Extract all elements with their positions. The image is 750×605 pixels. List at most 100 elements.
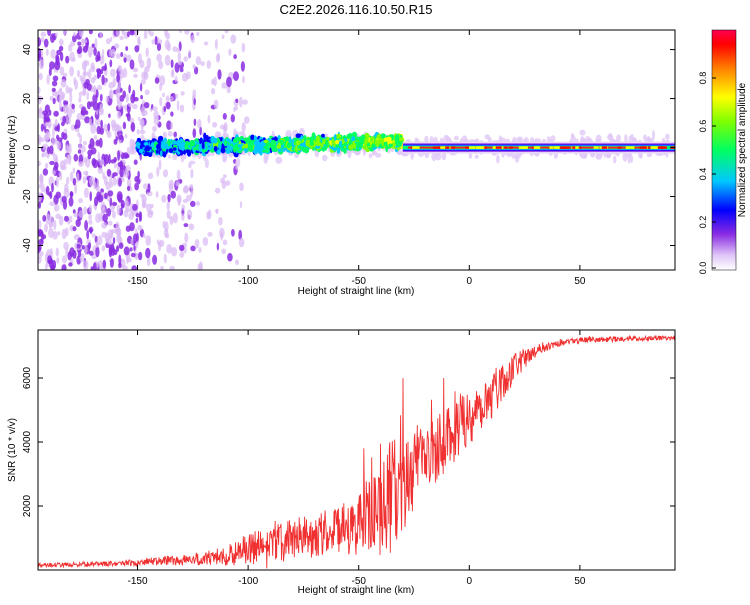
noise-blob [130, 252, 136, 258]
signal-blob [331, 145, 337, 151]
noise-blob [42, 215, 47, 222]
noise-blob [51, 182, 54, 193]
noise-blob [176, 169, 181, 181]
noise-blob [221, 34, 225, 40]
signal-blob [224, 141, 228, 146]
noise-blob [152, 125, 157, 132]
noise-blob [152, 254, 158, 265]
noise-blob [72, 57, 76, 62]
noise-blob [88, 68, 92, 80]
noise-blob [119, 167, 124, 178]
noise-blob [65, 144, 70, 154]
carrier-segment [556, 146, 559, 149]
halo-blob [643, 134, 647, 142]
carrier-segment [625, 146, 629, 149]
noise-blob [62, 255, 67, 264]
halo-blob [496, 154, 500, 164]
carrier-segment [412, 146, 420, 149]
signal-blob [333, 141, 336, 148]
noise-blob [57, 231, 61, 236]
noise-blob [78, 97, 82, 103]
noise-blob [125, 93, 129, 103]
noise-blob [213, 99, 219, 110]
noise-blob [96, 50, 101, 62]
signal-blob [156, 143, 161, 150]
signal-blob [276, 144, 282, 149]
noise-blob [195, 56, 202, 66]
noise-blob [88, 219, 93, 225]
signal-blob [359, 144, 363, 148]
noise-blob [179, 244, 185, 252]
noise-blob [52, 75, 59, 82]
noise-blob [192, 128, 197, 139]
noise-blob [207, 114, 211, 124]
noise-blob [146, 191, 153, 197]
noise-blob [207, 231, 213, 237]
noise-blob [45, 262, 48, 270]
noise-blob [165, 101, 171, 110]
noise-blob [99, 159, 105, 167]
noise-blob [146, 203, 152, 213]
carrier-segment [627, 146, 635, 149]
noise-blob [82, 176, 87, 184]
noise-blob [38, 201, 41, 209]
noise-blob [212, 121, 218, 128]
noise-blob [109, 176, 113, 184]
noise-blob [170, 111, 174, 117]
noise-blob [97, 194, 104, 203]
noise-blob [160, 265, 164, 270]
noise-blob [217, 52, 220, 61]
signal-blob [388, 143, 393, 148]
noise-blob [132, 203, 138, 211]
noise-blob [213, 76, 217, 87]
noise-blob [76, 172, 80, 183]
noise-blob [90, 266, 94, 270]
noise-blob [52, 127, 55, 138]
noise-blob [116, 111, 122, 120]
noise-blob [179, 251, 185, 258]
noise-blob [73, 212, 79, 218]
noise-blob [123, 210, 129, 218]
noise-blob [72, 226, 77, 232]
signal-blob [286, 142, 292, 148]
noise-blob [102, 259, 107, 269]
noise-blob [181, 213, 185, 221]
signal-blob [263, 139, 269, 144]
noise-blob [190, 185, 194, 197]
noise-blob [90, 62, 95, 70]
noise-blob [110, 68, 116, 78]
carrier-segment [639, 146, 647, 149]
noise-blob [55, 247, 59, 257]
noise-blob [113, 249, 118, 256]
noise-blob [97, 167, 104, 174]
noise-blob [78, 91, 82, 99]
carrier-segment [509, 146, 513, 149]
noise-blob [179, 104, 185, 113]
noise-blob [134, 175, 140, 183]
signal-blob [295, 133, 301, 138]
noise-blob [61, 264, 67, 270]
noise-blob [86, 101, 91, 110]
noise-blob [132, 67, 138, 73]
noise-blob [49, 145, 54, 155]
noise-blob [112, 172, 118, 177]
noise-blob [170, 59, 174, 68]
halo-blob [368, 153, 373, 159]
noise-blob [223, 124, 227, 135]
noise-blob [170, 70, 175, 78]
noise-blob [147, 256, 151, 267]
signal-blob [172, 140, 177, 145]
noise-blob [116, 191, 123, 202]
noise-blob [102, 213, 108, 222]
noise-blob [169, 265, 175, 270]
signal-blob [232, 145, 237, 153]
noise-blob [60, 79, 67, 88]
noise-blob [65, 55, 70, 64]
noise-blob [174, 76, 178, 83]
signal-blob [232, 138, 238, 144]
signal-blob [386, 136, 392, 142]
halo-blob [613, 155, 617, 164]
noise-blob [135, 232, 139, 242]
noise-blob [90, 123, 97, 134]
noise-blob [70, 124, 76, 131]
